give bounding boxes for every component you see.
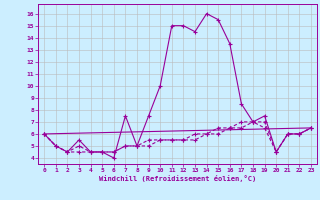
X-axis label: Windchill (Refroidissement éolien,°C): Windchill (Refroidissement éolien,°C) bbox=[99, 175, 256, 182]
